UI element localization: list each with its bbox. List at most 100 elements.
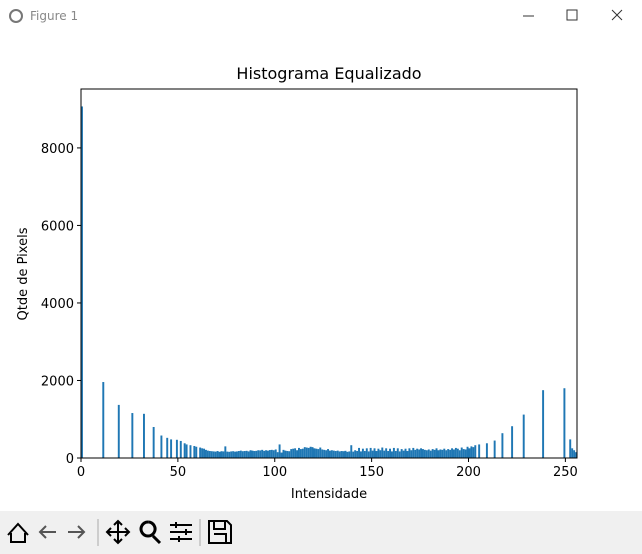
app-icon <box>9 9 23 23</box>
bar <box>296 450 298 458</box>
x-tick-label: 50 <box>170 465 187 480</box>
bar <box>212 451 215 458</box>
bar <box>205 449 207 458</box>
bar <box>301 448 304 458</box>
bar <box>340 451 343 458</box>
bar <box>392 447 395 458</box>
bar <box>511 426 514 458</box>
bar <box>249 450 252 458</box>
toolbar <box>0 511 642 554</box>
bar <box>394 451 397 458</box>
configure-button[interactable] <box>170 522 192 542</box>
bar <box>261 449 264 458</box>
bar <box>437 450 440 458</box>
bar <box>445 450 448 458</box>
chart-title: Histograma Equalizado <box>236 64 421 83</box>
close-button[interactable] <box>611 9 623 21</box>
bar <box>354 450 357 458</box>
y-tick-label: 2000 <box>41 374 74 389</box>
bar <box>396 448 399 458</box>
bar <box>257 450 260 458</box>
bar <box>265 450 267 458</box>
bar <box>404 448 407 458</box>
bar <box>332 450 335 458</box>
bar <box>294 448 297 458</box>
bar <box>259 450 262 458</box>
bar <box>458 450 461 458</box>
bar <box>478 444 481 458</box>
bar <box>305 447 308 458</box>
bar <box>263 450 266 458</box>
bar <box>303 447 306 458</box>
bar <box>414 449 417 458</box>
bar <box>377 448 380 458</box>
bar <box>160 435 163 458</box>
bar <box>152 426 155 458</box>
bar <box>253 451 256 458</box>
bar <box>327 449 329 458</box>
bar <box>470 446 473 458</box>
bar <box>443 448 446 458</box>
bar <box>189 445 192 458</box>
bar <box>274 449 277 458</box>
bar <box>387 451 390 458</box>
bar <box>234 451 236 458</box>
bar <box>365 448 368 458</box>
bar <box>398 451 401 458</box>
bar <box>571 448 574 458</box>
bar <box>435 448 438 458</box>
bar <box>433 449 436 458</box>
bar <box>420 448 422 458</box>
maximize-button[interactable] <box>566 9 578 21</box>
bar <box>299 449 302 458</box>
bar <box>321 449 324 458</box>
bar <box>232 451 235 458</box>
bar <box>352 451 355 458</box>
bar <box>569 439 572 458</box>
bar <box>298 447 300 458</box>
bar <box>206 450 209 458</box>
bar <box>170 439 173 458</box>
bar <box>406 451 409 458</box>
bar <box>251 450 254 458</box>
axes-frame <box>80 88 578 459</box>
bar <box>501 433 504 458</box>
bar <box>309 446 312 458</box>
bar <box>542 390 545 458</box>
window-title: Figure 1 <box>30 9 78 23</box>
x-tick-label: 0 <box>77 465 85 480</box>
pan-button[interactable] <box>105 519 131 545</box>
bar <box>290 449 293 458</box>
bar <box>367 451 370 458</box>
save-button[interactable] <box>208 520 232 544</box>
bar <box>363 451 366 458</box>
bar <box>216 451 219 458</box>
bar <box>131 413 134 458</box>
x-tick-label: 150 <box>359 465 384 480</box>
bar <box>81 106 83 458</box>
bar <box>412 447 415 458</box>
bar <box>117 404 120 458</box>
bar <box>348 451 351 458</box>
bar <box>236 451 238 458</box>
bar <box>379 450 382 458</box>
bar <box>563 388 566 458</box>
bar <box>224 446 227 458</box>
home-button[interactable] <box>7 522 29 543</box>
forward-button[interactable] <box>68 525 86 539</box>
bar <box>381 447 384 458</box>
back-button[interactable] <box>38 525 56 539</box>
bar <box>391 451 393 458</box>
bar <box>203 448 205 458</box>
zoom-button[interactable] <box>139 520 162 545</box>
bar <box>311 447 314 458</box>
bar <box>422 449 424 458</box>
bar <box>447 449 450 458</box>
bar <box>485 443 488 458</box>
bar <box>317 449 320 458</box>
bar <box>243 451 246 458</box>
bar <box>464 449 467 458</box>
bar <box>338 451 341 458</box>
bar <box>143 413 145 458</box>
bar <box>439 449 442 458</box>
